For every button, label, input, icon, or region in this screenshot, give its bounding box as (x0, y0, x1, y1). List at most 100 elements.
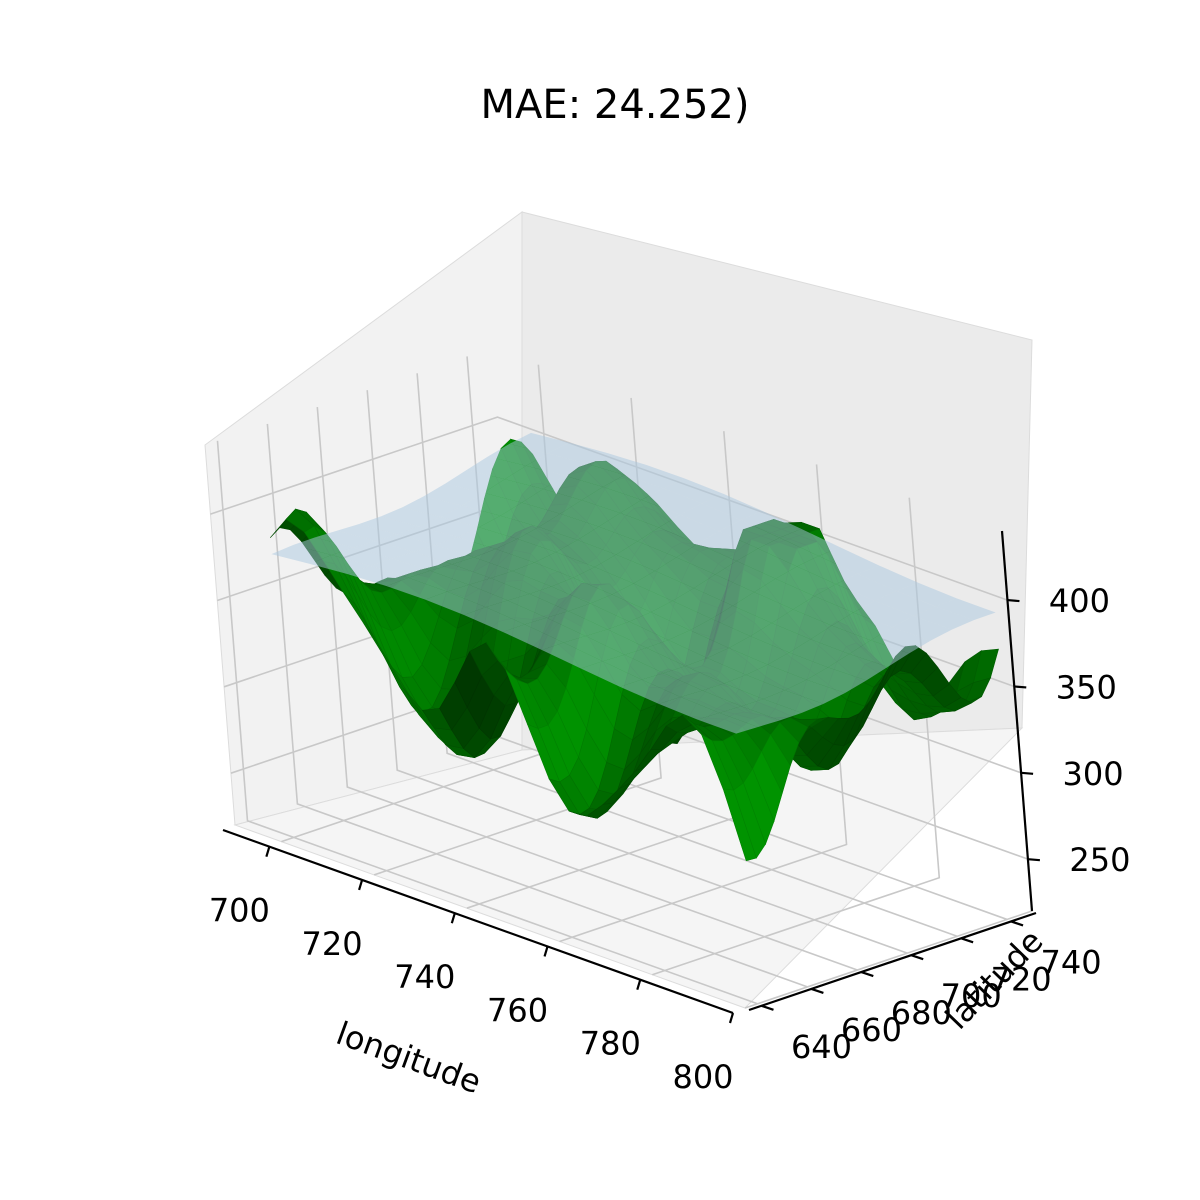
y-tick-5 (1010, 920, 1024, 927)
predicted-surface-facet (577, 526, 638, 555)
predicted-surface-facet (452, 557, 513, 579)
z-grid-line-3 (210, 416, 1008, 601)
predicted-surface-facet (641, 673, 703, 697)
predicted-surface-facet (779, 528, 841, 557)
predicted-surface-facet (560, 500, 621, 527)
predicted-surface-facet (538, 513, 599, 540)
predicted-surface-facet (771, 609, 832, 640)
predicted-surface-facet (521, 488, 582, 514)
predicted-surface-facet (685, 657, 747, 684)
predicted-surface-facet (353, 541, 414, 559)
predicted-surface-facet (658, 696, 720, 720)
predicted-surface-facet (612, 583, 673, 613)
predicted-surface-facet (397, 526, 458, 546)
predicted-surface-facet (874, 590, 936, 616)
predicted-surface-facet (598, 512, 659, 542)
y-tick-label-4: 720 (991, 960, 1052, 998)
predicted-surface-facet (517, 527, 578, 553)
z-axis-line (1000, 530, 1034, 912)
predicted-surface-facet (896, 582, 957, 607)
predicted-surface-facet (391, 551, 453, 571)
y-tick-label-5: 740 (1041, 943, 1102, 981)
predicted-surface-facet (935, 598, 996, 621)
predicted-surface-facet (271, 544, 332, 564)
predicted-surface-facet (594, 554, 655, 584)
predicted-surface-facet (380, 507, 441, 527)
z-tick-0 (1027, 858, 1041, 862)
predicted-surface-facet (483, 479, 544, 503)
predicted-surface-facet (849, 640, 910, 667)
predicted-surface-facet (650, 600, 712, 631)
predicted-surface-facet (715, 561, 776, 593)
predicted-surface-facet (810, 625, 871, 654)
predicted-surface-facet (457, 527, 518, 549)
predicted-surface-facet (806, 667, 867, 693)
predicted-surface-facet (573, 567, 634, 595)
x-tick-1 (358, 879, 364, 891)
y-tick-label-1: 660 (841, 1011, 902, 1049)
predicted-surface-facet (741, 699, 802, 721)
predicted-surface-facet (541, 642, 603, 669)
z-tick-label-0: 250 (1069, 841, 1130, 879)
predicted-surface-facet (556, 539, 617, 568)
y-grid-line-3 (366, 390, 908, 954)
predicted-surface-facet (526, 453, 587, 476)
predicted-surface-facet (551, 577, 613, 604)
predicted-surface-facet (658, 514, 720, 544)
predicted-surface-facet (767, 652, 828, 680)
predicted-surface-facet (293, 537, 354, 555)
predicted-surface-facet (534, 552, 595, 578)
predicted-surface-facet (509, 432, 570, 454)
predicted-surface-facet (568, 603, 630, 630)
predicted-surface-facet (750, 623, 811, 653)
predicted-surface-facet (529, 586, 591, 612)
predicted-surface-facet (564, 463, 625, 487)
predicted-surface-facet (784, 679, 846, 704)
x-tick-0 (265, 846, 271, 857)
predicted-surface-facet (585, 629, 647, 655)
predicted-surface-facet (624, 647, 686, 674)
predicted-surface-facet (870, 627, 931, 654)
predicted-surface-facet (462, 492, 522, 516)
predicted-surface-facet (423, 483, 484, 506)
predicted-surface-facet (616, 541, 677, 571)
predicted-surface-facet (701, 493, 763, 521)
y-tick-label-0: 640 (791, 1028, 852, 1066)
predicted-surface-facet (724, 674, 785, 700)
predicted-surface-facet (620, 499, 681, 528)
predicted-surface-facet (447, 584, 508, 608)
predicted-surface-facet (689, 618, 751, 648)
predicted-surface-facet (590, 594, 651, 622)
predicted-surface-facet (707, 647, 768, 675)
predicted-surface-facet (680, 690, 742, 713)
predicted-surface-facet (624, 464, 685, 489)
predicted-surface-facet (672, 588, 733, 619)
predicted-surface-facet (668, 630, 729, 658)
x-axis-label: longitude (331, 1014, 486, 1101)
predicted-surface-facet (740, 510, 802, 538)
x-tick-5 (728, 1012, 735, 1024)
predicted-surface-facet (663, 478, 724, 504)
y-tick-label-2: 680 (891, 994, 952, 1032)
predicted-surface-facet (732, 592, 794, 624)
predicted-surface-facet (607, 621, 669, 648)
chart-title: MAE: 24.252) (481, 82, 750, 128)
x-tick-2 (450, 912, 456, 924)
predicted-surface-facet (754, 578, 815, 610)
predicted-surface-facet (814, 584, 875, 613)
x-tick-3 (543, 946, 549, 957)
z-tick-3 (1007, 598, 1020, 603)
predicted-surface-facet (402, 496, 463, 517)
y-tick-label-3: 700 (941, 977, 1002, 1015)
predicted-surface-facet (331, 547, 392, 566)
predicted-surface-facet (619, 679, 681, 704)
x-tick-4 (636, 979, 642, 991)
y-tick-3 (910, 954, 924, 961)
z-tick-2 (1014, 685, 1027, 689)
predicted-surface-facet (581, 486, 642, 513)
predicted-surface-facet (546, 611, 608, 637)
predicted-surface-facet (487, 443, 548, 466)
predicted-surface-facet (418, 516, 479, 538)
predicted-surface-facet (728, 636, 790, 665)
